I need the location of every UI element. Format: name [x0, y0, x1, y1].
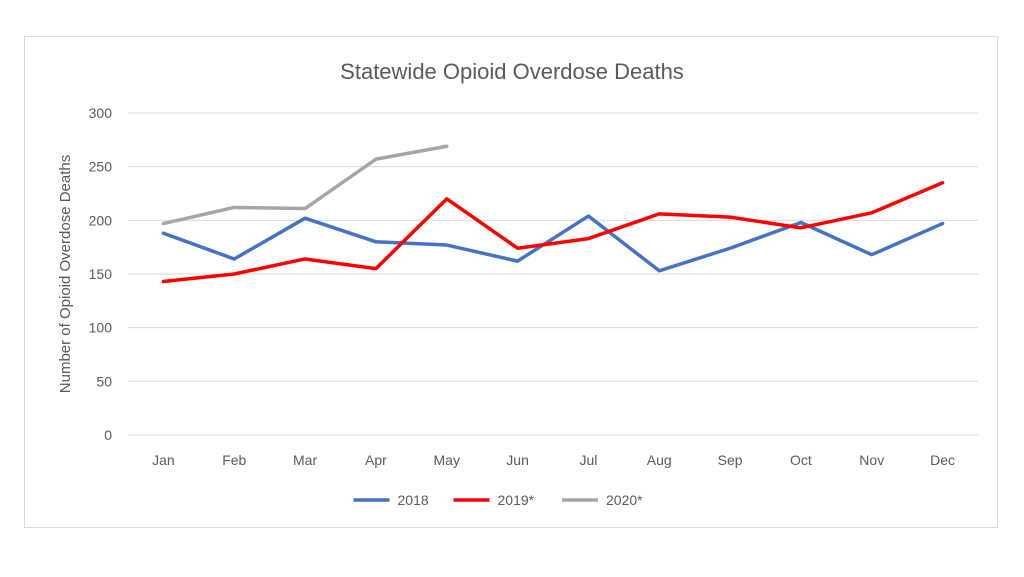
series-line-2019: [161, 181, 945, 284]
legend-item-2019: 2019*: [453, 492, 535, 508]
legend-label: 2020*: [606, 492, 643, 508]
y-axis-title: Number of Opioid Overdose Deaths: [57, 155, 74, 393]
x-tick-label: Jan: [152, 452, 175, 468]
x-tick-label: Jul: [579, 452, 597, 468]
y-tick-labels: 0 50 100 150 200 250 300: [89, 105, 113, 443]
legend-label: 2018: [398, 492, 429, 508]
legend: 2018 2019* 2020*: [353, 492, 643, 508]
x-tick-label: Mar: [293, 452, 317, 468]
y-tick-label: 200: [89, 212, 113, 228]
chart-title: Statewide Opioid Overdose Deaths: [340, 59, 684, 84]
y-tick-label: 250: [89, 159, 113, 175]
series-line-2018: [161, 214, 945, 273]
x-tick-labels: Jan Feb Mar Apr May Jun Jul Aug Sep Oct Nov Dec: [152, 452, 955, 468]
x-tick-label: Dec: [930, 452, 955, 468]
series-line-2020: [161, 144, 449, 226]
x-tick-label: Apr: [365, 452, 387, 468]
x-tick-label: Oct: [790, 452, 812, 468]
y-tick-label: 150: [89, 266, 113, 282]
legend-item-2018: 2018: [353, 492, 429, 508]
series-lines: [161, 144, 945, 284]
y-tick-label: 50: [96, 373, 112, 389]
x-tick-label: Nov: [859, 452, 884, 468]
x-tick-label: Sep: [718, 452, 743, 468]
legend-item-2020: 2020*: [562, 492, 643, 508]
x-tick-label: Feb: [222, 452, 246, 468]
x-tick-label: Jun: [506, 452, 529, 468]
x-tick-label: May: [434, 452, 460, 468]
gridlines: [128, 112, 978, 436]
y-tick-label: 300: [89, 105, 113, 121]
y-tick-label: 0: [104, 427, 112, 443]
chart-frame: [24, 36, 998, 528]
legend-label: 2019*: [498, 492, 535, 508]
x-tick-label: Aug: [647, 452, 672, 468]
y-tick-label: 100: [89, 320, 113, 336]
